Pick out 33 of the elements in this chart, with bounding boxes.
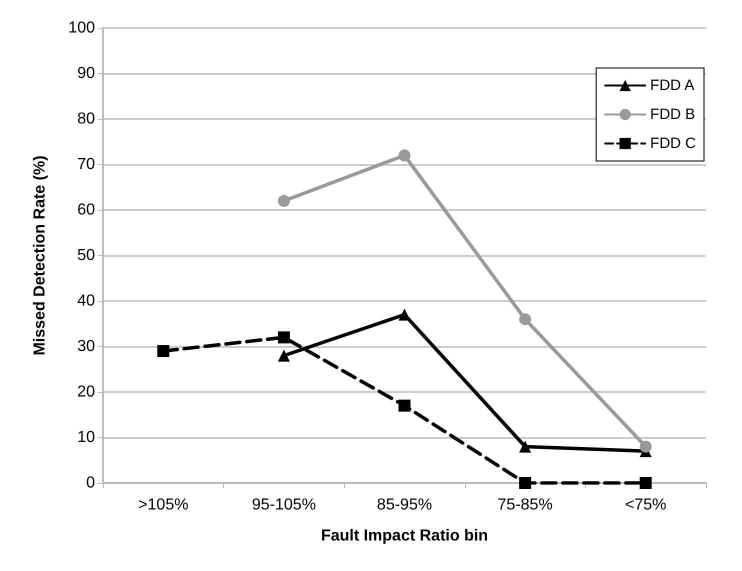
y-tick-label: 50 (77, 247, 96, 264)
legend-label: FDD C (650, 135, 696, 152)
y-axis-title: Missed Detection Rate (%) (32, 155, 48, 356)
x-tick-label: 75-85% (498, 496, 553, 514)
point (398, 400, 410, 412)
x-tick-label: >105% (138, 496, 188, 514)
x-axis-title: Fault Impact Ratio bin (320, 528, 488, 544)
point (519, 477, 532, 489)
point (157, 345, 170, 358)
point (278, 331, 290, 344)
point (398, 308, 410, 321)
y-tick-label: 40 (77, 292, 96, 310)
y-tick-label: 100 (68, 20, 96, 36)
y-tick-label: 10 (77, 429, 96, 446)
point (640, 440, 652, 453)
x-tick-label: 95-105% (252, 496, 316, 514)
y-tick-label: 80 (77, 110, 96, 128)
point (278, 350, 290, 362)
y-tick-label: 90 (77, 65, 96, 82)
legend-label: FDD A (650, 77, 694, 94)
y-tick-label: 60 (77, 202, 96, 218)
x-tick-label: <75% (625, 496, 666, 514)
point (519, 313, 532, 326)
y-tick-label: 0 (86, 474, 96, 492)
point (278, 194, 290, 207)
point (519, 440, 532, 453)
y-tick-label: 70 (77, 156, 96, 173)
x-tick-label: 85-95% (376, 496, 432, 514)
y-tick-label: 30 (77, 338, 96, 355)
point (398, 149, 410, 162)
y-tick-label: 20 (77, 384, 96, 400)
point (640, 477, 652, 489)
legend-label: FDD B (650, 106, 696, 123)
